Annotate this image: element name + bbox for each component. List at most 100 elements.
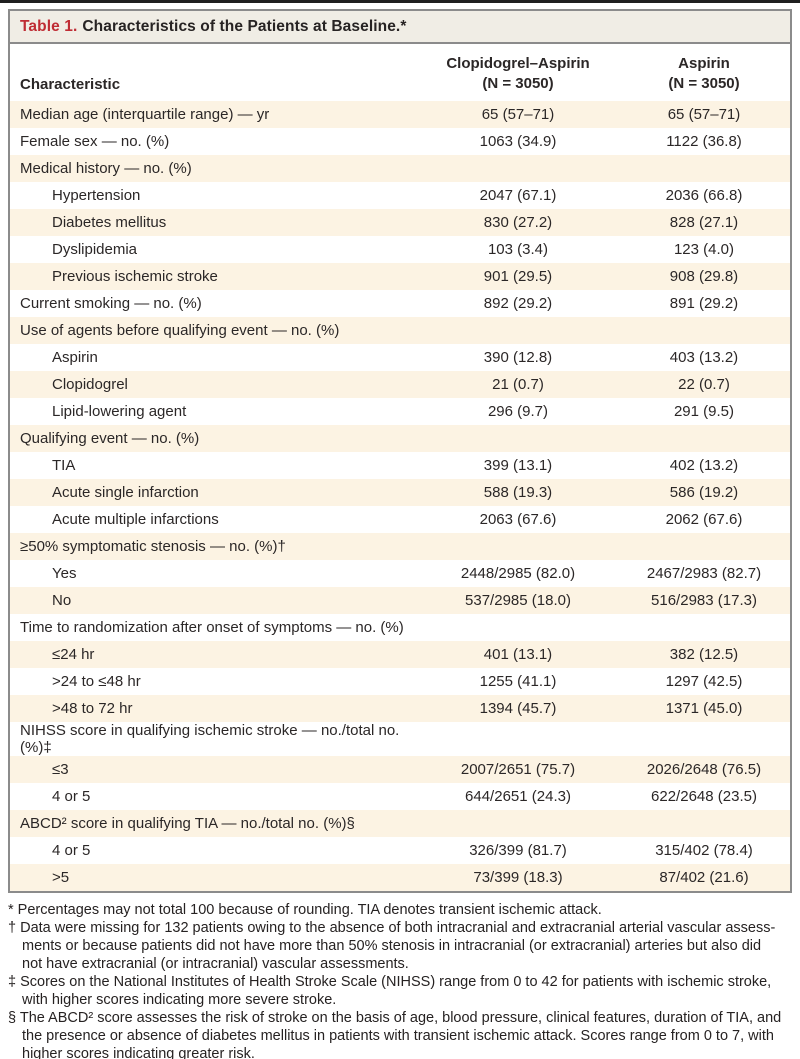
- row-value-clopidogrel-aspirin: 65 (57–71): [481, 106, 555, 123]
- column-header-aspirin: Aspirin (N = 3050): [668, 55, 740, 92]
- row-value-clopidogrel-aspirin: 399 (13.1): [483, 457, 553, 474]
- table-row: 4 or 5 644/2651 (24.3) 622/2648 (23.5): [10, 783, 790, 810]
- row-label: Diabetes mellitus: [52, 214, 167, 231]
- table-row: ≤3 2007/2651 (75.7) 2026/2648 (76.5): [10, 756, 790, 783]
- table-row: >5 73/399 (18.3) 87/402 (21.6): [10, 864, 790, 891]
- table-row: No 537/2985 (18.0) 516/2983 (17.3): [10, 587, 790, 614]
- table-row: Current smoking — no. (%) 892 (29.2) 891 (…: [10, 290, 790, 317]
- row-label: TIA: [52, 457, 76, 474]
- row-label: No: [52, 592, 72, 609]
- row-label: Qualifying event — no. (%): [20, 430, 200, 447]
- row-label: Acute single infarction: [52, 484, 199, 501]
- row-value-clopidogrel-aspirin: 2047 (67.1): [479, 187, 557, 204]
- row-label: Dyslipidemia: [52, 241, 138, 258]
- table-row: Diabetes mellitus 830 (27.2) 828 (27.1): [10, 209, 790, 236]
- table-row: Use of agents before qualifying event — …: [10, 317, 790, 344]
- footnotes: * Percentages may not total 100 because …: [8, 901, 792, 1059]
- row-value-aspirin: 22 (0.7): [678, 376, 730, 393]
- row-value-clopidogrel-aspirin: 401 (13.1): [483, 646, 553, 663]
- row-value-aspirin: 315/402 (78.4): [655, 842, 753, 859]
- table-number-label: Table 1.: [20, 18, 78, 35]
- baseline-characteristics-table: Table 1. Characteristics of the Patients …: [8, 9, 792, 893]
- table-row: 4 or 5 326/399 (81.7) 315/402 (78.4): [10, 837, 790, 864]
- table-row: Previous ischemic stroke 901 (29.5) 908 (2…: [10, 263, 790, 290]
- row-label: Hypertension: [52, 187, 141, 204]
- table-row: ABCD² score in qualifying TIA — no./tota…: [10, 810, 790, 837]
- row-label: Current smoking — no. (%): [20, 295, 202, 312]
- row-label: ≤3: [52, 761, 69, 778]
- row-value-aspirin: 65 (57–71): [667, 106, 741, 123]
- row-value-aspirin: 516/2983 (17.3): [651, 592, 757, 609]
- row-label: >24 to ≤48 hr: [52, 673, 141, 690]
- table-row: ≤24 hr 401 (13.1) 382 (12.5): [10, 641, 790, 668]
- row-value-aspirin: 291 (9.5): [673, 403, 735, 420]
- table-row: ≥50% symptomatic stenosis — no. (%)†: [10, 533, 790, 560]
- row-label: Time to randomization after onset of sym…: [20, 619, 404, 636]
- row-value-aspirin: 891 (29.2): [669, 295, 739, 312]
- row-value-aspirin: 403 (13.2): [669, 349, 739, 366]
- row-value-aspirin: 908 (29.8): [669, 268, 739, 285]
- row-value-clopidogrel-aspirin: 21 (0.7): [492, 376, 544, 393]
- row-value-aspirin: 2026/2648 (76.5): [646, 761, 762, 778]
- row-label: >5: [52, 869, 70, 886]
- row-value-clopidogrel-aspirin: 537/2985 (18.0): [465, 592, 571, 609]
- table-row: >48 to 72 hr 1394 (45.7) 1371 (45.0): [10, 695, 790, 722]
- table-title: Table 1. Characteristics of the Patients …: [10, 11, 790, 44]
- row-value-aspirin: 123 (4.0): [673, 241, 735, 258]
- row-value-aspirin: 2036 (66.8): [665, 187, 743, 204]
- row-value-aspirin: 1297 (42.5): [665, 673, 743, 690]
- table-row: Acute single infarction 588 (19.3) 586 (19…: [10, 479, 790, 506]
- row-value-clopidogrel-aspirin: 103 (3.4): [487, 241, 549, 258]
- row-value-clopidogrel-aspirin: 644/2651 (24.3): [465, 788, 571, 805]
- row-value-aspirin: 586 (19.2): [669, 484, 739, 501]
- row-label: 4 or 5: [52, 788, 91, 805]
- row-label: >48 to 72 hr: [52, 700, 133, 717]
- row-label: Use of agents before qualifying event — …: [20, 322, 340, 339]
- row-value-clopidogrel-aspirin: 1394 (45.7): [479, 700, 557, 717]
- footnote-double-dagger: ‡ Scores on the National Institutes of H…: [8, 974, 772, 1008]
- row-value-aspirin: 402 (13.2): [669, 457, 739, 474]
- row-label: Acute multiple infarctions: [52, 511, 219, 528]
- row-value-aspirin: 622/2648 (23.5): [651, 788, 757, 805]
- row-value-clopidogrel-aspirin: 296 (9.7): [487, 403, 549, 420]
- table-row: Hypertension 2047 (67.1) 2036 (66.8): [10, 182, 790, 209]
- row-label: Clopidogrel: [52, 376, 128, 393]
- row-value-clopidogrel-aspirin: 1063 (34.9): [479, 133, 557, 150]
- table-row: Time to randomization after onset of sym…: [10, 614, 790, 641]
- table-row: TIA 399 (13.1) 402 (13.2): [10, 452, 790, 479]
- table-row: Female sex — no. (%) 1063 (34.9) 1122 (36.…: [10, 128, 790, 155]
- row-value-aspirin: 828 (27.1): [669, 214, 739, 231]
- row-value-aspirin: 87/402 (21.6): [659, 869, 749, 886]
- row-value-clopidogrel-aspirin: 588 (19.3): [483, 484, 553, 501]
- row-label: Medical history — no. (%): [20, 160, 192, 177]
- table-row: Dyslipidemia 103 (3.4) 123 (4.0): [10, 236, 790, 263]
- row-value-clopidogrel-aspirin: 2448/2985 (82.0): [460, 565, 576, 582]
- row-label: NIHSS score in qualifying ischemic strok…: [20, 722, 400, 756]
- row-value-clopidogrel-aspirin: 73/399 (18.3): [473, 869, 563, 886]
- table-rows: Median age (interquartile range) — yr 65 …: [10, 101, 790, 891]
- table-row: Qualifying event — no. (%): [10, 425, 790, 452]
- row-value-clopidogrel-aspirin: 892 (29.2): [483, 295, 553, 312]
- table-header-row: Characteristic Clopidogrel–Aspirin (N = …: [10, 44, 790, 101]
- row-label: ≤24 hr: [52, 646, 95, 663]
- row-label: Aspirin: [52, 349, 98, 366]
- table-row: Aspirin 390 (12.8) 403 (13.2): [10, 344, 790, 371]
- table-row: NIHSS score in qualifying ischemic strok…: [10, 722, 790, 756]
- row-value-aspirin: 1371 (45.0): [665, 700, 743, 717]
- table-row: Acute multiple infarctions 2063 (67.6) 206…: [10, 506, 790, 533]
- row-value-clopidogrel-aspirin: 2063 (67.6): [479, 511, 557, 528]
- row-label: Yes: [52, 565, 77, 582]
- footnote-asterisk: * Percentages may not total 100 because …: [8, 902, 602, 918]
- row-label: 4 or 5: [52, 842, 91, 859]
- row-value-clopidogrel-aspirin: 2007/2651 (75.7): [460, 761, 576, 778]
- row-value-clopidogrel-aspirin: 901 (29.5): [483, 268, 553, 285]
- table-row: Lipid-lowering agent 296 (9.7) 291 (9.5): [10, 398, 790, 425]
- row-value-aspirin: 2062 (67.6): [665, 511, 743, 528]
- row-label: Median age (interquartile range) — yr: [20, 106, 270, 123]
- row-value-aspirin: 382 (12.5): [669, 646, 739, 663]
- row-value-aspirin: 2467/2983 (82.7): [646, 565, 762, 582]
- table-row: Yes 2448/2985 (82.0) 2467/2983 (82.7): [10, 560, 790, 587]
- column-header-characteristic: Characteristic: [20, 76, 121, 93]
- footnote-section: § The ABCD² score assesses the risk of s…: [8, 1010, 782, 1059]
